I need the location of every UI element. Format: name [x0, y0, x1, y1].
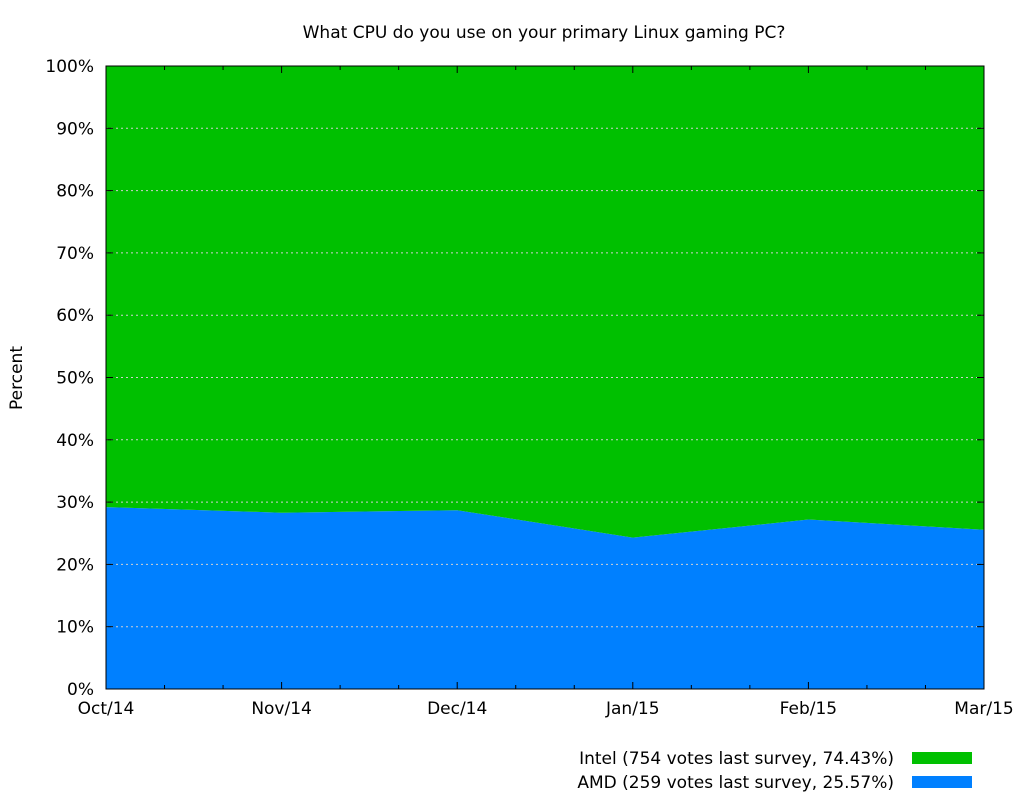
legend: Intel (754 votes last survey, 74.43%) AMD… [577, 749, 972, 793]
x-tick-label: Oct/14 [78, 699, 135, 719]
y-tick-label: 0% [67, 680, 94, 700]
x-tick-label: Mar/15 [954, 699, 1013, 719]
y-axis: 0% 10% 20% 30% 40% 50% 60% 70% 80% 90% 100% [45, 57, 984, 700]
chart-title: What CPU do you use on your primary Linu… [303, 23, 786, 43]
y-tick-label: 20% [56, 555, 94, 575]
y-tick-label: 60% [56, 306, 94, 326]
area-intel [106, 66, 984, 538]
y-tick-label: 100% [45, 57, 94, 77]
legend-swatch [912, 776, 972, 788]
x-tick-label: Feb/15 [780, 699, 837, 719]
x-tick-label: Nov/14 [251, 699, 312, 719]
area-amd [106, 507, 984, 689]
x-tick-label: Dec/14 [427, 699, 487, 719]
legend-label: Intel (754 votes last survey, 74.43%) [579, 749, 894, 769]
legend-label: AMD (259 votes last survey, 25.57%) [577, 773, 894, 793]
y-tick-label: 90% [56, 119, 94, 139]
x-axis: Oct/14 Nov/14 Dec/14 Jan/15 Feb/15 Mar/15 [78, 66, 1014, 719]
y-tick-label: 50% [56, 369, 94, 389]
y-tick-label: 80% [56, 182, 94, 202]
x-tick-label: Jan/15 [605, 699, 660, 719]
y-axis-label: Percent [7, 346, 27, 410]
y-tick-label: 40% [56, 431, 94, 451]
y-tick-label: 70% [56, 244, 94, 264]
plot-area [105, 65, 985, 690]
y-tick-label: 30% [56, 493, 94, 513]
legend-swatch [912, 752, 972, 764]
y-tick-label: 10% [56, 618, 94, 638]
